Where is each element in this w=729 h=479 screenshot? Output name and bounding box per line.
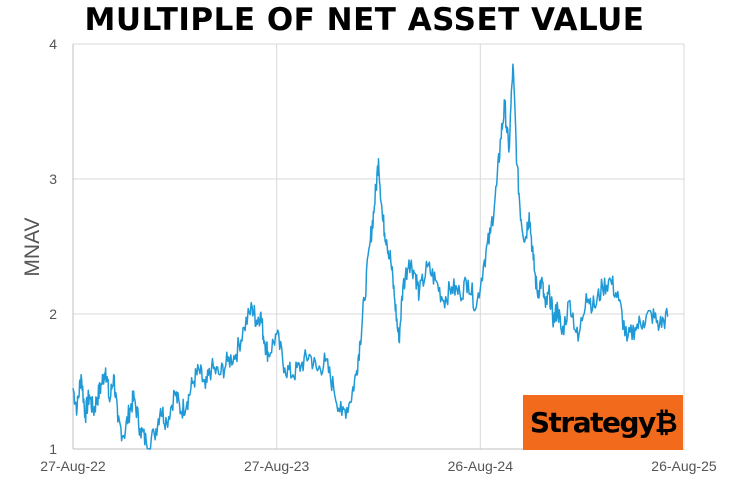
axes [72,44,684,450]
y-axis-label: MNAV [21,217,44,276]
x-tick-label-2: 26-Aug-24 [448,458,514,474]
y-tick-label-1: 1 [49,441,57,457]
x-tick-label-1: 27-Aug-23 [244,458,310,474]
y-tick-label-3: 3 [49,171,57,187]
gridlines [73,43,685,450]
strategy-logo: Strategy₿ [523,395,683,450]
y-tick-label-2: 2 [49,306,57,322]
series-line-mnav [72,63,669,450]
y-tick-label-4: 4 [49,36,57,52]
tick-labels: 1 2 3 4 27-Aug-22 27-Aug-23 26-Aug-24 26-Aug-25 [40,36,717,474]
data-points [72,63,668,443]
chart-title: MULTIPLE OF NET ASSET VALUE [84,2,645,38]
x-tick-label-3: 26-Aug-25 [651,458,717,474]
x-tick-label-0: 27-Aug-22 [40,458,106,474]
logo-text: Strategy₿ [529,406,678,439]
